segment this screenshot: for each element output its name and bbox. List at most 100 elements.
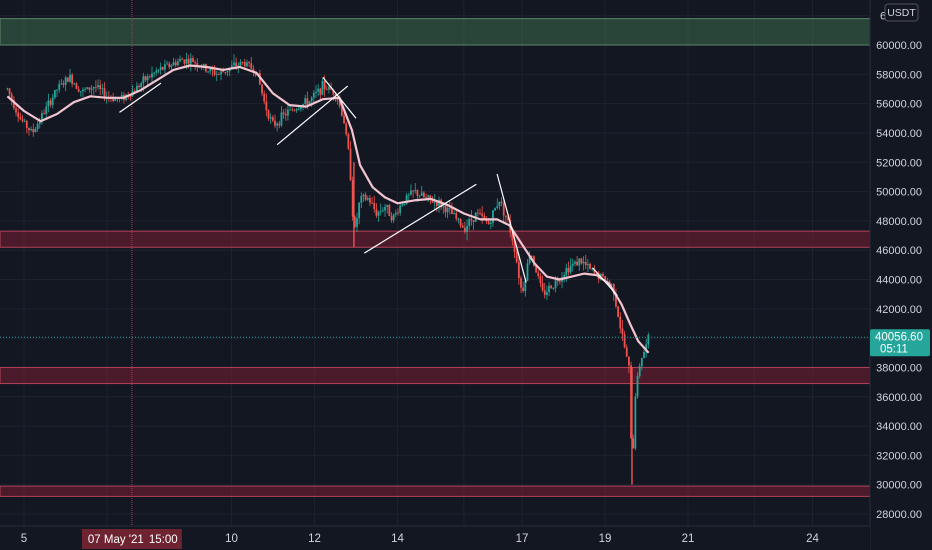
candle-body bbox=[416, 190, 419, 196]
candle-body bbox=[612, 283, 615, 294]
candle-body bbox=[466, 226, 468, 233]
candle-body bbox=[151, 73, 153, 78]
candle-body bbox=[332, 89, 335, 95]
price-tick-label: 36000.00 bbox=[876, 392, 922, 404]
candle-body bbox=[310, 97, 313, 102]
candle-body bbox=[271, 117, 274, 121]
time-tick-label: 17 bbox=[516, 533, 529, 545]
candle-body bbox=[401, 204, 404, 206]
candle-body bbox=[468, 218, 471, 227]
candle-body bbox=[207, 71, 209, 73]
candle-body bbox=[576, 261, 579, 266]
support-resistance-zone[interactable] bbox=[0, 230, 871, 248]
candle-body bbox=[455, 213, 458, 219]
candle-body bbox=[28, 127, 30, 131]
time-tick-label: 5 bbox=[21, 533, 27, 545]
candle-body bbox=[479, 213, 481, 214]
candle-body bbox=[88, 87, 91, 90]
supply-zone[interactable] bbox=[0, 18, 871, 46]
price-tick-label: 42000.00 bbox=[876, 304, 922, 316]
trend-line[interactable] bbox=[363, 183, 477, 254]
trend-lines[interactable] bbox=[119, 76, 618, 297]
candle-body bbox=[161, 67, 164, 70]
candle-body bbox=[99, 85, 102, 89]
support-resistance-zone[interactable] bbox=[0, 485, 871, 497]
candle-body bbox=[284, 114, 287, 116]
candle-body bbox=[384, 206, 386, 211]
candle-body bbox=[86, 87, 89, 90]
candle-body bbox=[422, 192, 425, 197]
candle-body bbox=[556, 280, 559, 282]
candle-body bbox=[399, 205, 402, 213]
price-tick-label: 54000.00 bbox=[876, 128, 922, 140]
price-tick-label: 44000.00 bbox=[876, 275, 922, 287]
candle-body bbox=[373, 202, 376, 210]
quote-currency-label: USDT bbox=[887, 7, 916, 19]
candle-body bbox=[41, 113, 43, 122]
candle-body bbox=[155, 70, 158, 73]
last-price-badge: 40056.60 05:11 bbox=[870, 329, 930, 357]
candle-body bbox=[446, 207, 449, 213]
candle-body bbox=[349, 148, 352, 181]
candle-body bbox=[360, 195, 363, 203]
candle-body bbox=[429, 195, 432, 200]
candle-body bbox=[608, 281, 611, 285]
candle-body bbox=[552, 288, 555, 290]
candle-body bbox=[45, 106, 48, 114]
candle-body bbox=[30, 128, 33, 131]
candle-body bbox=[444, 205, 447, 213]
candle-body bbox=[97, 85, 99, 88]
candle-body bbox=[64, 77, 67, 85]
trend-line[interactable] bbox=[322, 76, 357, 119]
candle-body bbox=[476, 212, 479, 214]
candle-body bbox=[325, 89, 328, 90]
quote-currency-badge[interactable]: USDT bbox=[884, 3, 919, 22]
candle-body bbox=[558, 281, 561, 283]
candle-body bbox=[75, 83, 78, 90]
candle-body bbox=[315, 91, 317, 93]
candle-body bbox=[25, 120, 28, 128]
price-tick-label: 28000.00 bbox=[876, 509, 922, 521]
candle-body bbox=[226, 71, 229, 73]
crosshair-date-badge: 07 May '21 15:00 bbox=[81, 529, 182, 549]
candle-body bbox=[459, 218, 462, 226]
trend-line[interactable] bbox=[119, 82, 162, 113]
candle-body bbox=[591, 268, 594, 270]
candle-body bbox=[543, 290, 546, 295]
candle-body bbox=[526, 263, 529, 281]
candle-body bbox=[73, 83, 76, 85]
candle-body bbox=[319, 88, 322, 95]
candle-body bbox=[343, 115, 345, 124]
candle-body bbox=[60, 83, 63, 85]
price-axis-panel[interactable] bbox=[870, 0, 932, 550]
candle-body bbox=[492, 210, 494, 223]
candle-body bbox=[407, 194, 410, 196]
trend-line[interactable] bbox=[592, 267, 618, 297]
candle-body bbox=[366, 198, 369, 200]
candle-body bbox=[604, 276, 607, 282]
candle-body bbox=[435, 201, 438, 206]
price-tick-label: 60000.00 bbox=[876, 40, 922, 52]
support-resistance-zone[interactable] bbox=[0, 366, 871, 385]
candle-body bbox=[481, 213, 484, 216]
last-price-label: 40056.60 bbox=[875, 331, 923, 343]
trend-line[interactable] bbox=[496, 173, 527, 283]
candle-body bbox=[461, 225, 464, 228]
trend-line[interactable] bbox=[276, 85, 349, 146]
candle-body bbox=[69, 74, 71, 82]
time-axis: 5 10 12 14 17 19 21 24 bbox=[21, 533, 820, 545]
candle-body bbox=[420, 192, 423, 196]
candle-body bbox=[211, 68, 214, 71]
candle-body bbox=[250, 63, 253, 69]
candle-body bbox=[306, 98, 309, 106]
candle-body bbox=[580, 258, 583, 264]
candle-body bbox=[295, 109, 298, 111]
candle-body bbox=[233, 62, 235, 66]
candle-body bbox=[84, 89, 86, 90]
candle-body bbox=[511, 232, 514, 241]
candle-body bbox=[209, 68, 212, 72]
candle-body bbox=[248, 62, 250, 64]
candle-body bbox=[489, 222, 492, 225]
candle-body bbox=[164, 64, 166, 70]
